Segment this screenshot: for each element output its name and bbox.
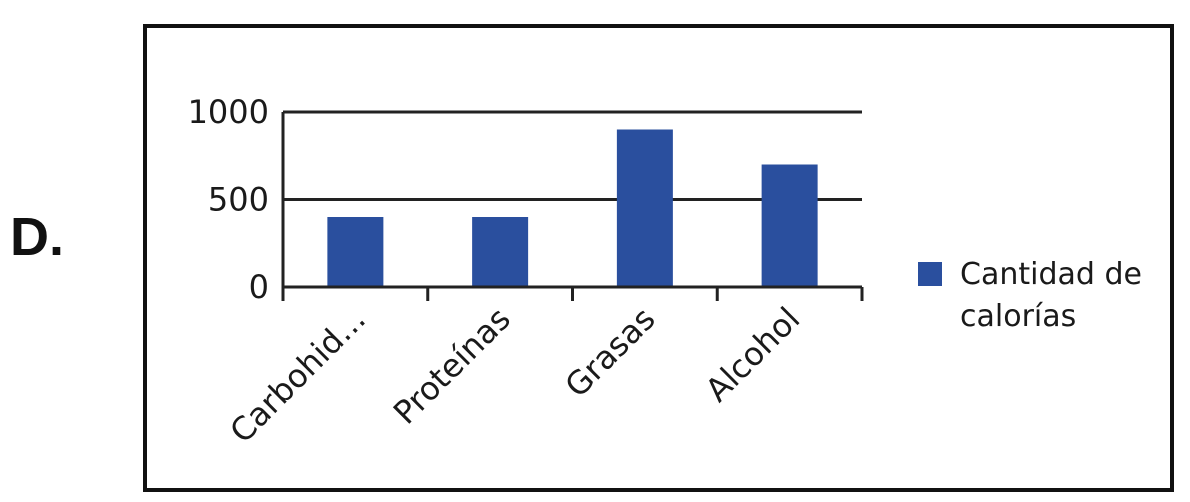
bars — [327, 129, 818, 287]
y-tick-label-500: 500 — [208, 181, 269, 219]
legend-label-line-0: Cantidad de — [960, 257, 1142, 292]
option-label: D. — [10, 207, 64, 267]
y-tick-label-1000: 1000 — [188, 93, 269, 131]
legend-label-line-1: calorías — [960, 299, 1076, 334]
legend: Cantidad de calorías — [918, 257, 1142, 334]
x-tick-label-0: Carbohid... — [222, 300, 373, 451]
bar-3 — [761, 164, 818, 287]
y-tick-label-0: 0 — [249, 268, 269, 306]
x-tick-label-3: Alcohol — [698, 300, 807, 409]
x-tick-label-2: Grasas — [558, 300, 663, 405]
bar-0 — [327, 217, 384, 287]
axes — [281, 112, 864, 301]
bar-1 — [472, 217, 529, 287]
x-tick-label-1: Proteínas — [386, 300, 518, 432]
bar-2 — [616, 129, 673, 287]
legend-swatch — [918, 262, 942, 286]
